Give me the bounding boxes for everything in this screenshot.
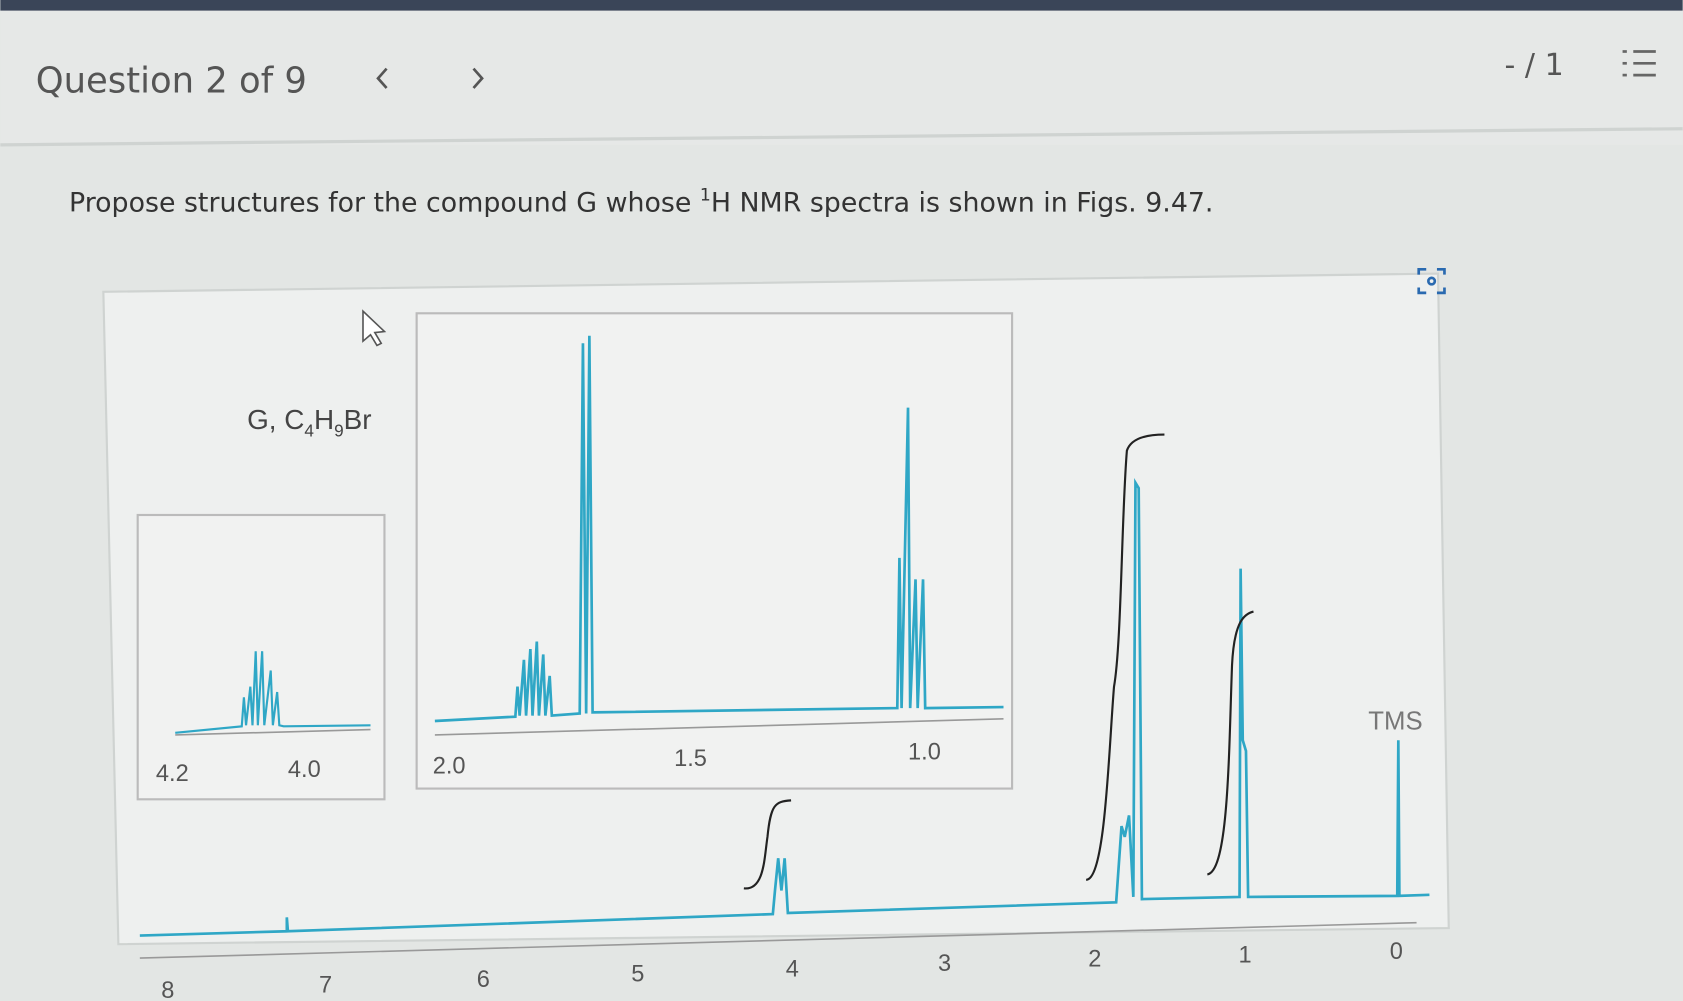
inset-spectrum bbox=[434, 335, 1004, 723]
header bbox=[0, 10, 1683, 145]
axis-label: 4.2 bbox=[156, 761, 189, 787]
top-bar bbox=[0, 0, 1683, 11]
axis-label: 0 bbox=[1390, 939, 1403, 965]
axis-label: 3 bbox=[938, 951, 951, 977]
axis-label: 2 bbox=[1088, 947, 1101, 973]
text: H bbox=[314, 404, 334, 435]
spectrum bbox=[139, 477, 1430, 937]
prev-button[interactable] bbox=[376, 67, 388, 89]
axis-label: 1.5 bbox=[674, 746, 707, 772]
tms-label: TMS bbox=[1368, 708, 1422, 736]
question-title: Question 2 of 9 bbox=[36, 60, 307, 101]
inset-axis bbox=[175, 728, 371, 736]
axis-label: 4.0 bbox=[288, 757, 321, 783]
integrals bbox=[743, 433, 1254, 890]
text: H NMR spectra is shown in Figs. 9.47. bbox=[711, 187, 1214, 218]
expand-icon[interactable] bbox=[1417, 267, 1446, 295]
axis-label: 4 bbox=[786, 956, 799, 982]
text: Br bbox=[344, 404, 372, 435]
axis-label: 8 bbox=[161, 978, 174, 1001]
subscript: 9 bbox=[334, 421, 344, 441]
axis-label: 1 bbox=[1238, 942, 1251, 968]
text: G, C bbox=[247, 404, 304, 435]
axis-label: 5 bbox=[631, 962, 644, 988]
subscript: 4 bbox=[304, 421, 314, 441]
main-axis bbox=[139, 921, 1417, 959]
next-button[interactable] bbox=[472, 67, 484, 89]
main-axis-labels: 8 7 6 5 4 3 2 1 0 bbox=[161, 939, 1403, 1001]
axis-label: 6 bbox=[477, 967, 490, 993]
axis-label: 7 bbox=[319, 972, 332, 998]
inset-spectrum bbox=[175, 651, 371, 734]
cursor bbox=[362, 309, 387, 347]
score: - / 1 bbox=[1505, 48, 1564, 83]
superscript: 1 bbox=[700, 186, 711, 206]
question-text: Propose structures for the compound G wh… bbox=[69, 186, 1213, 219]
header-divider bbox=[0, 127, 1683, 147]
formula: G, C4H9Br bbox=[247, 404, 371, 441]
menu-icon[interactable] bbox=[1622, 50, 1656, 77]
axis-label: 2.0 bbox=[433, 754, 466, 780]
text: Propose structures for the compound G wh… bbox=[69, 187, 700, 218]
inset-axis bbox=[434, 718, 1004, 736]
axis-label: 1.0 bbox=[908, 740, 941, 766]
